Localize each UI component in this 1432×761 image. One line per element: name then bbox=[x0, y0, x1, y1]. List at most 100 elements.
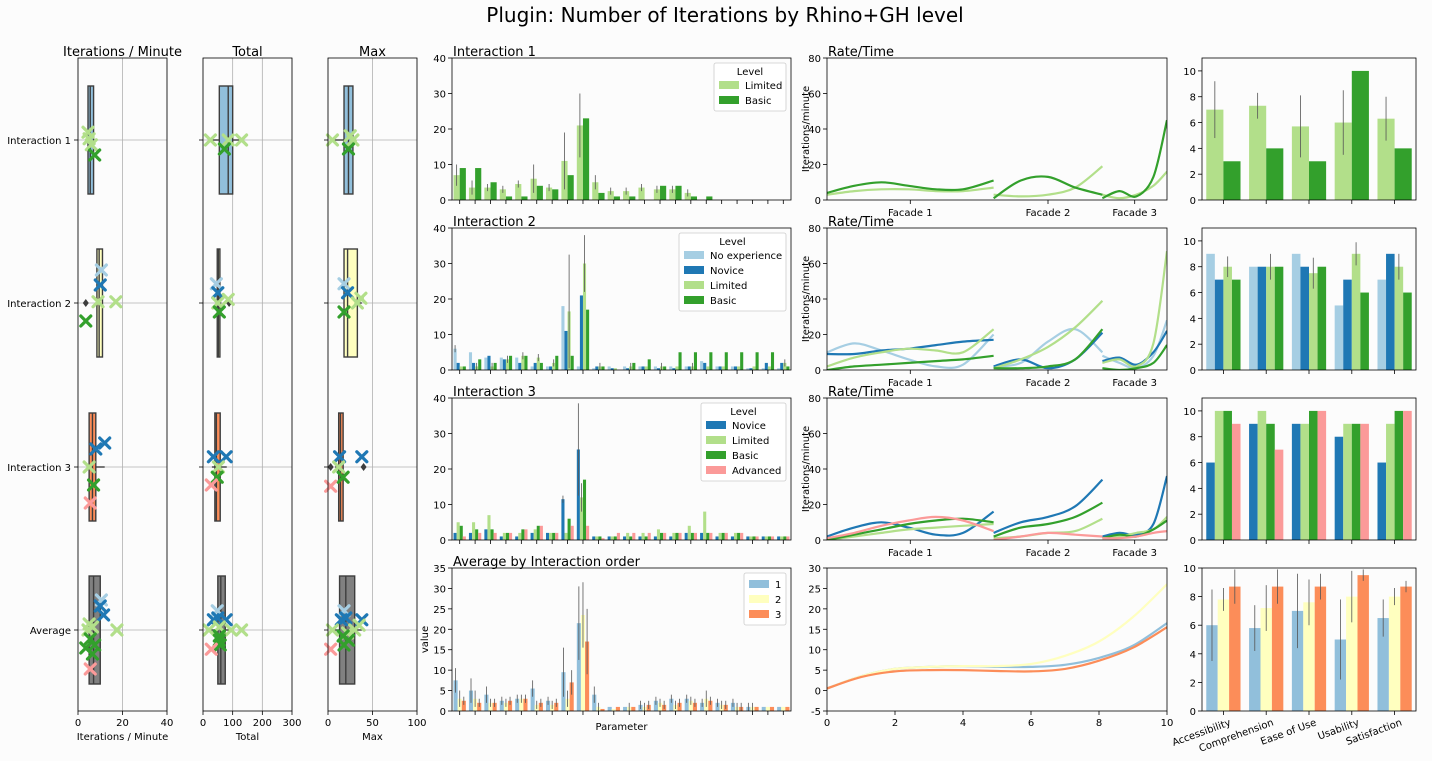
bar bbox=[569, 682, 574, 711]
bar bbox=[564, 330, 568, 370]
series-lines bbox=[827, 119, 1167, 200]
y-tick-label: 20 bbox=[433, 465, 446, 476]
bar bbox=[669, 536, 673, 540]
bar bbox=[626, 368, 630, 370]
bar bbox=[647, 532, 651, 540]
bar bbox=[687, 366, 691, 370]
x-tick-label: 0 bbox=[824, 718, 830, 729]
bar bbox=[669, 366, 673, 370]
bar bbox=[545, 187, 553, 200]
bar bbox=[755, 352, 759, 370]
x-tick-label: 50 bbox=[366, 718, 379, 729]
bar bbox=[601, 538, 605, 540]
point-marker bbox=[79, 314, 93, 328]
bar bbox=[770, 536, 775, 540]
bar bbox=[1300, 266, 1309, 370]
bar bbox=[706, 196, 713, 200]
bar bbox=[499, 357, 503, 370]
point-marker bbox=[340, 286, 355, 300]
y-tick-label: 8 bbox=[1190, 263, 1196, 274]
bar bbox=[453, 680, 458, 711]
bar bbox=[1351, 423, 1361, 540]
bar bbox=[623, 536, 627, 540]
series-line bbox=[827, 515, 994, 540]
point-marker bbox=[94, 263, 108, 277]
bar bbox=[505, 532, 510, 540]
legend-label: No experience bbox=[710, 251, 782, 262]
bar bbox=[611, 708, 616, 711]
bar bbox=[684, 366, 688, 370]
point-marker bbox=[203, 133, 218, 147]
series-line bbox=[827, 583, 1167, 690]
point-marker bbox=[212, 620, 226, 634]
bar bbox=[576, 623, 581, 711]
bar bbox=[1223, 161, 1241, 200]
bar bbox=[755, 536, 759, 540]
legend-box bbox=[678, 232, 787, 312]
y-tick-label: 0 bbox=[440, 536, 446, 547]
x-tick-label: Facade 2 bbox=[1026, 378, 1071, 389]
bar bbox=[515, 698, 520, 711]
legend-swatch bbox=[719, 81, 739, 89]
bar bbox=[684, 698, 689, 711]
bar bbox=[490, 529, 494, 540]
y-tick-label: 60 bbox=[808, 430, 821, 441]
y-tick-label: 6 bbox=[1190, 119, 1196, 130]
bar bbox=[521, 529, 525, 540]
bar-int1: 0 10 20 30 40 Interaction 1 Level Limited Basic bbox=[433, 45, 792, 207]
bar bbox=[765, 706, 770, 711]
point-marker bbox=[341, 142, 356, 156]
bar bbox=[663, 366, 667, 370]
series-line bbox=[993, 328, 1104, 370]
bar bbox=[468, 352, 473, 370]
legend-title: Level bbox=[730, 407, 756, 418]
panel-title: Interaction 1 bbox=[453, 45, 536, 60]
y-tick-label: 0 bbox=[440, 196, 446, 207]
bar bbox=[555, 532, 559, 540]
bar bbox=[1249, 105, 1267, 200]
bar bbox=[524, 529, 528, 540]
bar bbox=[533, 362, 537, 370]
legend-swatch bbox=[684, 251, 704, 259]
bar bbox=[1377, 118, 1395, 200]
bar bbox=[1334, 305, 1344, 370]
legend-swatch bbox=[706, 451, 726, 459]
point-marker bbox=[98, 436, 112, 450]
bar bbox=[781, 706, 786, 711]
y-tick-label: 40 bbox=[433, 224, 446, 235]
y-tick-label: 15 bbox=[433, 646, 446, 657]
y-tick-label: 10 bbox=[433, 666, 446, 677]
point-marker bbox=[219, 450, 233, 464]
y-tick-label: 20 bbox=[808, 501, 821, 512]
bar bbox=[700, 532, 704, 540]
bar bbox=[752, 536, 756, 540]
y-tick-label: 8 bbox=[1190, 93, 1196, 104]
bar bbox=[675, 185, 682, 200]
legend-swatch bbox=[706, 421, 726, 429]
legend-title: Level bbox=[737, 67, 763, 78]
point-marker bbox=[324, 479, 338, 493]
bar bbox=[746, 368, 750, 370]
bar bbox=[672, 368, 676, 370]
y-tick-label: 20 bbox=[808, 331, 821, 342]
legend-label: 3 bbox=[775, 610, 781, 621]
y-tick-label: 0 bbox=[1190, 707, 1196, 718]
bar bbox=[721, 532, 725, 540]
bar bbox=[453, 175, 460, 200]
bar bbox=[592, 536, 596, 540]
bar bbox=[1271, 586, 1284, 711]
x-tick-label: 8 bbox=[1096, 718, 1102, 729]
bar bbox=[647, 359, 651, 370]
point-marker bbox=[234, 133, 249, 147]
bar bbox=[552, 189, 559, 200]
legend-label: Basic bbox=[732, 451, 758, 462]
rate-time-3: 0 20 40 60 80 Facade 1 Facade 2 Facade 3 Rate/Ti… bbox=[801, 385, 1168, 559]
bar bbox=[484, 529, 488, 540]
y-tick-label: 0 bbox=[815, 536, 821, 547]
point-marker bbox=[206, 450, 220, 464]
y-tick-label: 0 bbox=[815, 196, 821, 207]
point-marker bbox=[352, 618, 366, 632]
bar bbox=[660, 185, 667, 200]
series-line bbox=[827, 510, 995, 538]
legend-label: Novice bbox=[732, 421, 766, 432]
